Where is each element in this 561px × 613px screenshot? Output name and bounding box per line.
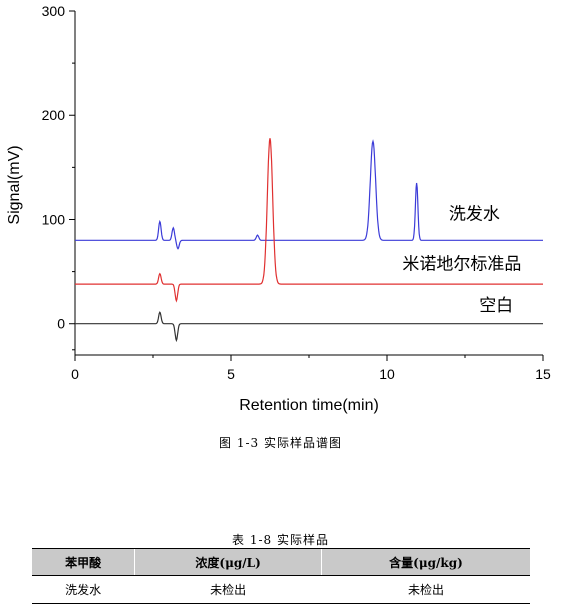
- series-label: 米诺地尔标准品: [402, 255, 521, 275]
- series-line: [75, 311, 543, 343]
- y-tick-label: 100: [42, 211, 66, 227]
- y-tick-label: 200: [42, 107, 66, 123]
- chart-traces: [75, 138, 543, 343]
- series-line: [75, 139, 543, 250]
- table-header-cell: 含量(μg/kg): [320, 548, 530, 576]
- y-axis-label: Signal(mV): [6, 145, 23, 224]
- table-row: 洗发水 未检出 未检出: [32, 575, 530, 604]
- x-axis-label: Retention time(min): [239, 397, 379, 414]
- result-table: 苯甲酸 浓度(μg/L) 含量(μg/kg) 洗发水 未检出 未检出: [32, 548, 530, 604]
- table-cell: 洗发水: [32, 575, 135, 604]
- x-tick-label: 0: [71, 366, 79, 382]
- table-header-cell: 浓度(μg/L): [134, 548, 322, 576]
- table-caption: 表 1-8 实际样品: [232, 533, 329, 547]
- table-header-cell: 苯甲酸: [32, 548, 135, 576]
- x-tick-label: 10: [379, 366, 395, 382]
- y-tick-label: 300: [42, 3, 66, 19]
- x-tick-label: 15: [535, 366, 551, 382]
- y-tick-label: 0: [57, 316, 65, 332]
- table-cell: 未检出: [134, 575, 322, 604]
- chart-axes: [74, 11, 543, 356]
- series-label: 空白: [479, 296, 513, 316]
- table-cell: 未检出: [320, 575, 530, 604]
- series-line: [75, 138, 543, 303]
- series-label: 洗发水: [449, 204, 500, 224]
- table-header-row: 苯甲酸 浓度(μg/L) 含量(μg/kg): [32, 548, 530, 576]
- chart-ticks: 0 5 10 15 0 100 200 300: [42, 3, 551, 382]
- x-tick-label: 5: [227, 366, 235, 382]
- figure-caption: 图 1-3 实际样品谱图: [219, 436, 342, 450]
